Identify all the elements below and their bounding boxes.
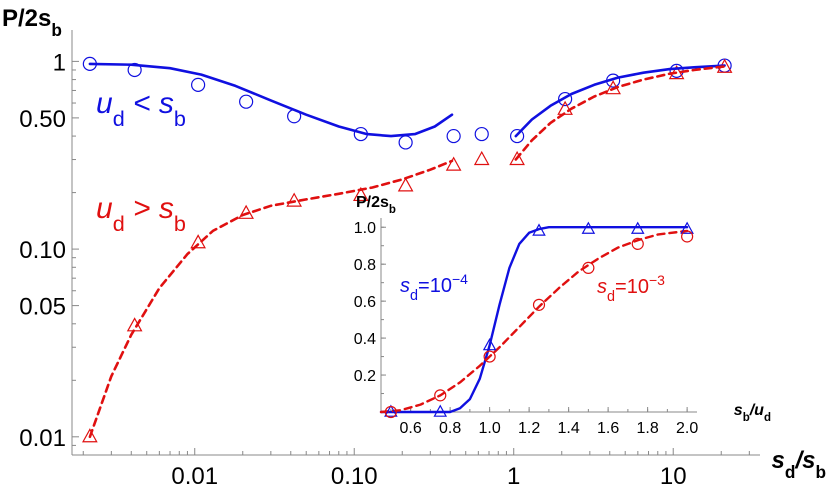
inset-data-point-0 [384, 404, 398, 417]
inset-x-axis-label: sb/ud [734, 402, 771, 424]
inset-y-tick-label: 0.4 [354, 331, 376, 348]
annotation-ud-greater-sb-part: b [174, 211, 186, 236]
inset-y-tick-label: 0.6 [354, 294, 376, 311]
inset-x-axis-label-part: /u [749, 402, 764, 419]
inset-background [381, 218, 697, 412]
inset-data-point-1 [532, 298, 546, 311]
main-chart: 0.01 0.10 1 100.010.050.100.501P/2sbsd/sbud… [2, 5, 826, 490]
inset-x-tick-label: 0.6 [400, 420, 422, 437]
inset-series-line-3 [379, 229, 689, 414]
annotation-ud-greater-sb: ud > sb [96, 192, 186, 236]
data-point-1 [509, 150, 525, 166]
y-tick-label: 0.01 [19, 425, 66, 452]
inset-data-point-0 [680, 221, 694, 234]
annotation-sd-1e-3-part: −3 [649, 272, 665, 288]
annotation-ud-less-sb-part: u [96, 87, 113, 120]
inset-x-tick-label: 1.4 [558, 420, 580, 437]
data-point-0 [398, 135, 413, 150]
data-point-0 [446, 128, 461, 144]
x-tick-label: 0.01 [171, 463, 218, 490]
y-tick-label: 0.50 [19, 106, 66, 133]
x-axis-label-part: /s [794, 447, 815, 474]
inset-x-tick-label: 1.0 [479, 420, 501, 437]
y-axis-label-part: P/2s [2, 5, 51, 32]
series-line-5 [514, 65, 726, 161]
y-tick-label: 0.05 [19, 294, 66, 321]
x-axis-label: sd/sb [772, 447, 826, 482]
inset-data-point-0 [581, 221, 596, 234]
annotation-ud-less-sb: ud < sb [96, 87, 186, 131]
inset-x-axis-label-part: b [743, 412, 750, 424]
inset-data-point-1 [582, 261, 595, 274]
inset-data-point-1 [483, 350, 496, 363]
data-point-1 [473, 150, 490, 166]
annotation-sd-1e-3-part: =10 [615, 276, 649, 298]
annotation-ud-greater-sb-part: u [96, 192, 113, 225]
x-tick-label: 1 [507, 463, 520, 490]
inset-data-point-1 [384, 405, 397, 419]
inset-y-tick-label: 0.2 [354, 368, 376, 385]
inset-chart: 0.6 0.8 1.0 1.2 1.4 1.6 1.8 2.0 0.2 0.4 0.6 0.8 1.0 P… [354, 194, 771, 437]
series-line-4 [88, 159, 454, 439]
annotation-sd-1e-4: sd=10−4 [400, 271, 468, 304]
inset-data-point-0 [482, 337, 497, 351]
annotation-ud-less-sb-part: d [113, 106, 125, 131]
annotation-ud-less-sb-part: b [174, 106, 186, 131]
annotation-sd-1e-4-part: s [400, 275, 410, 297]
annotation-ud-less-sb-part: < s [125, 87, 174, 120]
y-axis-label-part: b [51, 20, 62, 40]
data-point-0 [474, 126, 489, 142]
y-tick-label: 0.10 [19, 237, 66, 264]
y-axis-label: P/2sb [2, 5, 62, 40]
inset-data-point-1 [631, 237, 644, 250]
series-line-3 [514, 64, 726, 138]
data-point-0 [191, 77, 206, 92]
data-point-0 [127, 62, 142, 78]
inset-data-point-0 [630, 221, 645, 234]
x-tick-label: 0.10 [331, 463, 378, 490]
inset-data-point-0 [433, 404, 448, 417]
data-point-1 [397, 177, 414, 192]
inset-y-axis-label-part: b [389, 204, 396, 216]
x-axis-label-part: s [772, 447, 785, 474]
series-line-2 [88, 62, 454, 138]
inset-x-tick-label: 1.8 [637, 420, 659, 437]
data-point-0 [510, 128, 525, 144]
inset-y-axis-label: P/2sb [356, 194, 396, 216]
annotation-sd-1e-3: sd=10−3 [597, 272, 665, 305]
x-axis-label-part: b [815, 462, 826, 482]
annotation-sd-1e-4-part: −4 [452, 271, 468, 287]
data-point-1 [286, 192, 302, 207]
inset-y-tick-label: 1.0 [354, 220, 376, 237]
data-point-1 [445, 156, 462, 171]
annotation-sd-1e-3-part: d [607, 289, 615, 305]
annotation-ud-greater-sb-part: > s [125, 192, 174, 225]
inset-series-line-2 [379, 226, 689, 414]
data-point-1 [238, 204, 254, 219]
inset-x-tick-label: 1.6 [597, 420, 619, 437]
inset-data-point-1 [681, 230, 694, 243]
data-point-0 [558, 91, 573, 107]
inset-x-tick-label: 2.0 [676, 420, 698, 437]
annotation-sd-1e-4-part: d [410, 288, 418, 304]
inset-data-point-1 [434, 389, 447, 402]
inset-y-tick-label: 0.8 [354, 257, 376, 274]
inset-x-tick-label: 1.2 [518, 420, 540, 437]
data-point-1 [352, 186, 369, 202]
y-tick-label: 1 [53, 49, 66, 76]
x-axis-label-part: d [785, 462, 796, 482]
x-tick-label: 10 [660, 463, 687, 490]
inset-data-point-0 [532, 223, 546, 236]
annotation-sd-1e-4-part: =10 [418, 275, 452, 297]
inset-x-axis-label-part: s [734, 402, 743, 419]
inset-x-tick-label: 0.8 [439, 420, 461, 437]
data-point-1 [82, 428, 98, 443]
inset-x-axis-label-part: d [764, 412, 771, 424]
annotation-ud-greater-sb-part: d [113, 211, 125, 236]
inset-y-axis-label-part: P/2s [356, 194, 389, 211]
annotation-sd-1e-3-part: s [597, 276, 607, 298]
data-point-0 [239, 94, 254, 109]
